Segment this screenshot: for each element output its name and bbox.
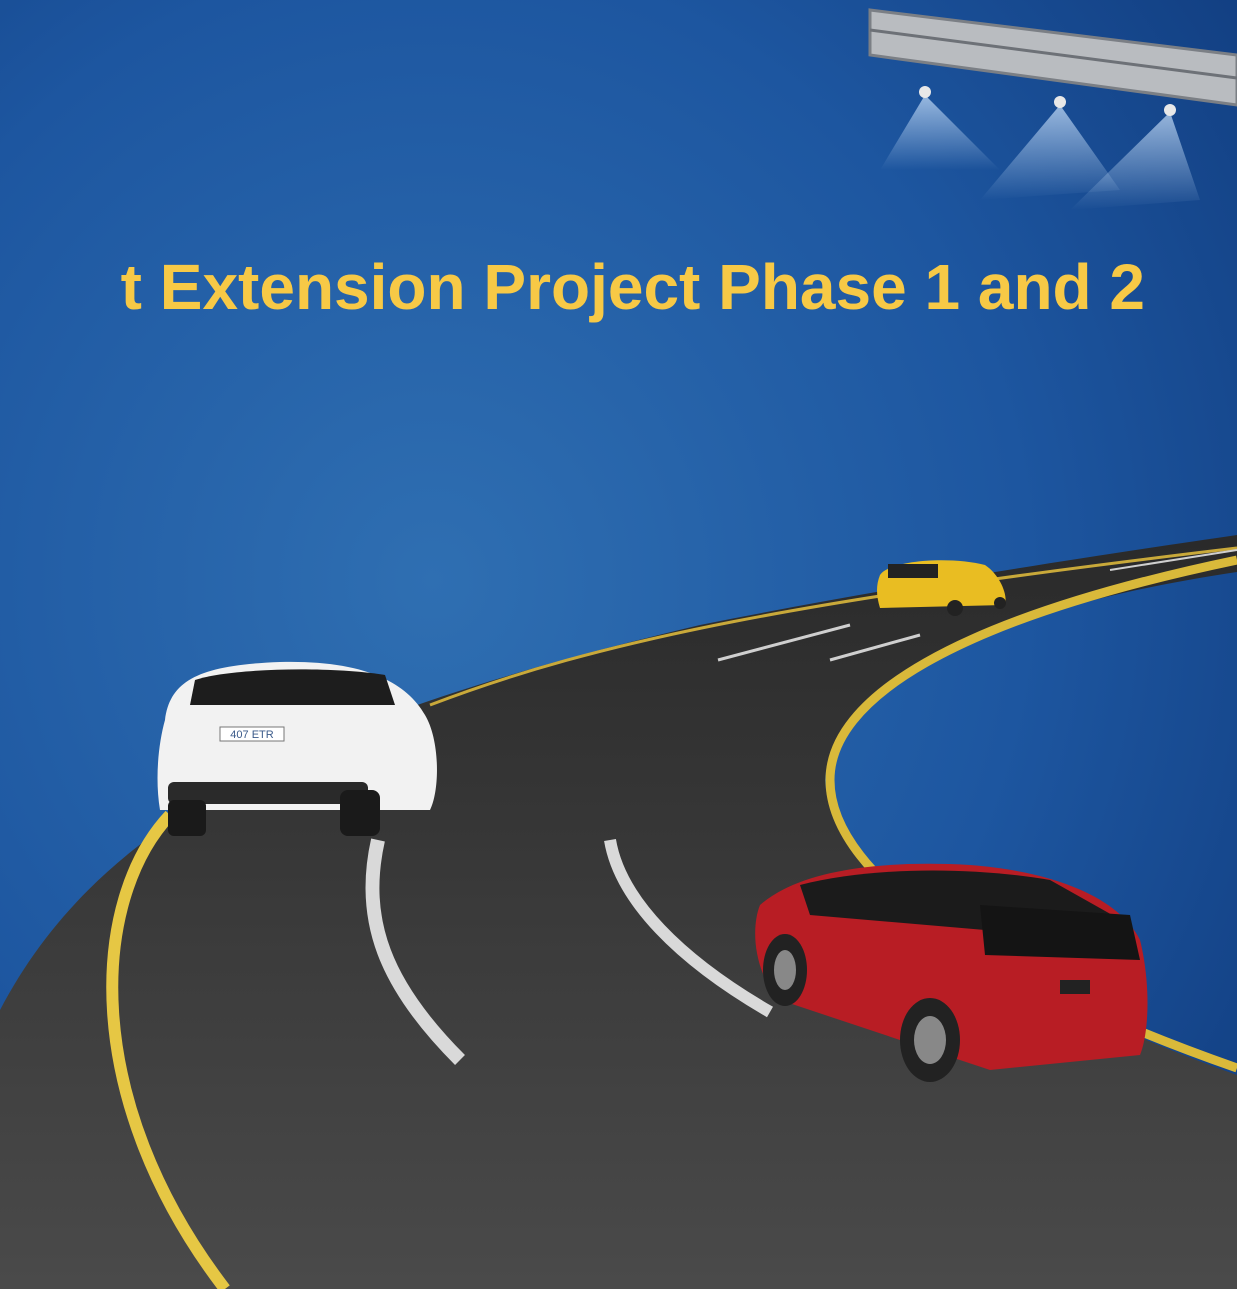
cover-title: t Extension Project Phase 1 and 2	[121, 251, 1145, 323]
lane-dash	[604, 838, 774, 1018]
lane-dash	[829, 633, 921, 662]
license-plate: 407 ETR	[230, 729, 273, 741]
lane-dash	[717, 623, 851, 662]
yellow-car	[877, 560, 1006, 616]
gantry	[868, 8, 1237, 210]
road	[0, 535, 1237, 1289]
road-edge-line	[429, 546, 1237, 707]
red-car	[755, 863, 1148, 1082]
lane-dash	[1109, 549, 1237, 571]
white-car: 407 ETR	[157, 661, 437, 836]
lane-dash	[365, 838, 465, 1065]
road-edge-line	[106, 810, 230, 1289]
